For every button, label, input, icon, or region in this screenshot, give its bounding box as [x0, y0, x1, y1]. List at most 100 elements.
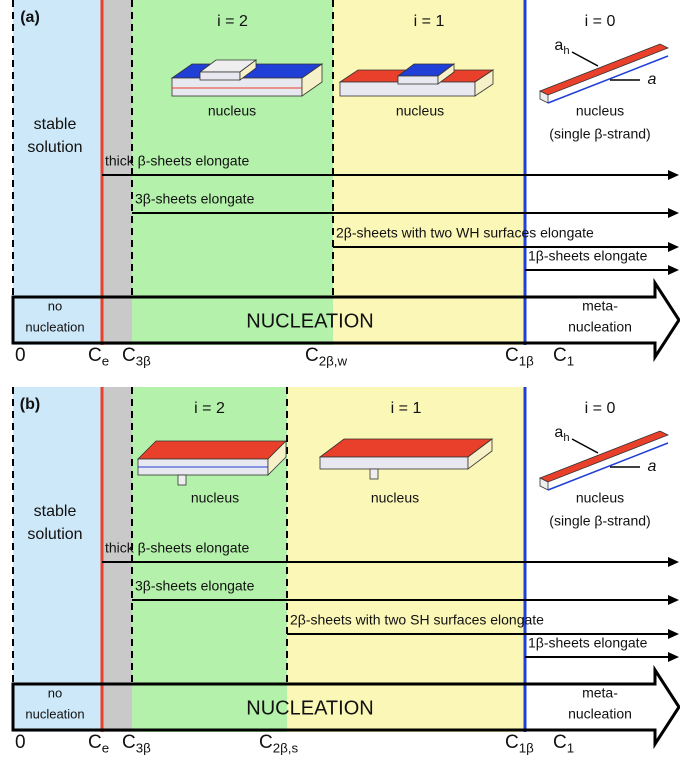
pointer	[572, 439, 598, 453]
label-sub: 2β,s	[273, 740, 299, 755]
region	[102, 0, 132, 345]
strand-label: a	[648, 71, 657, 88]
label-main: C	[88, 345, 102, 366]
label: nucleus	[396, 103, 444, 119]
label: nucleation	[25, 319, 84, 334]
page: (a)i = 2i = 1i = 0ahanucleusnucleusnucle…	[0, 0, 680, 769]
slab-top	[138, 441, 286, 459]
label-main: C	[122, 732, 136, 753]
subscript-label: C2β,s	[259, 732, 298, 755]
label-main: C	[553, 732, 567, 753]
label: (a)	[20, 9, 40, 26]
label: thick β-sheets elongate	[105, 540, 249, 556]
subscript-label: C3β	[122, 732, 151, 755]
label-main: C	[553, 345, 567, 366]
subscript-label: ah	[554, 424, 569, 444]
label-main: 0	[15, 732, 26, 753]
label: nucleus	[576, 103, 624, 119]
label-main: C	[505, 732, 519, 753]
label: no	[48, 298, 62, 313]
label: nucleation	[568, 706, 632, 722]
region	[132, 387, 287, 732]
label: NUCLEATION	[246, 310, 373, 332]
label: stable	[34, 503, 77, 520]
label-sub: 1	[567, 740, 574, 755]
region	[333, 0, 525, 345]
label: (b)	[20, 396, 40, 413]
label: i = 1	[414, 13, 445, 30]
label-main: C	[305, 345, 319, 366]
ridge	[178, 475, 186, 485]
arrow-head	[668, 595, 679, 605]
region	[102, 387, 132, 732]
label: (single β-strand)	[549, 126, 650, 142]
label: nucleus	[371, 490, 419, 506]
label: nucleation	[568, 319, 632, 335]
label-main: C	[122, 345, 136, 366]
slab-front	[172, 78, 302, 96]
slab-top	[320, 439, 492, 457]
arrow-head	[668, 242, 679, 252]
subscript-label: C1β	[505, 732, 534, 755]
subscript-label: Ce	[88, 732, 109, 755]
label-sub: h	[563, 45, 569, 57]
subscript-label: 0	[15, 732, 26, 753]
label: 3β-sheets elongate	[135, 191, 255, 207]
label: stable	[34, 116, 77, 133]
label-main: C	[505, 345, 519, 366]
label: nucleus	[208, 103, 256, 119]
region	[132, 0, 333, 345]
label: 1β-sheets elongate	[528, 635, 648, 651]
slab-front	[320, 457, 468, 469]
label: 1β-sheets elongate	[528, 248, 648, 264]
label-main: C	[88, 732, 102, 753]
label: i = 0	[585, 13, 616, 30]
label: no	[48, 685, 62, 700]
slab-front	[398, 76, 438, 84]
label-main: a	[554, 37, 563, 54]
label: nucleus	[576, 490, 624, 506]
ridge	[370, 469, 378, 479]
label-sub: 1β	[519, 353, 534, 368]
label-sub: 1	[567, 353, 574, 368]
label: 3β-sheets elongate	[135, 578, 255, 594]
label: i = 2	[194, 400, 225, 417]
label: solution	[27, 139, 82, 156]
label-sub: 3β	[136, 740, 151, 755]
region	[13, 387, 102, 732]
label-sub: e	[102, 353, 109, 368]
label: NUCLEATION	[246, 697, 373, 719]
arrow-head	[668, 265, 679, 275]
label-sub: e	[102, 740, 109, 755]
arrow-head	[668, 170, 679, 180]
strand-label: a	[648, 458, 657, 475]
label-sub: 1β	[519, 740, 534, 755]
label-sub: 2β,w	[319, 353, 348, 368]
label: meta-	[582, 298, 618, 314]
label: nucleus	[191, 490, 239, 506]
label: nucleation	[25, 706, 84, 721]
subscript-label: ah	[554, 37, 569, 57]
arrow-head	[668, 208, 679, 218]
label-main: 0	[15, 345, 26, 366]
subscript-label: 0	[15, 345, 26, 366]
label: thick β-sheets elongate	[105, 153, 249, 169]
subscript-label: C1	[553, 345, 574, 368]
arrow-head	[668, 629, 679, 639]
label: i = 2	[217, 13, 248, 30]
label: i = 0	[585, 400, 616, 417]
region	[13, 0, 102, 345]
subscript-label: C3β	[122, 345, 151, 368]
label: meta-	[582, 685, 618, 701]
arrow-head	[668, 557, 679, 567]
label-main: C	[259, 732, 273, 753]
subscript-label: Ce	[88, 345, 109, 368]
label-main: a	[554, 424, 563, 441]
subscript-label: C1β	[505, 345, 534, 368]
label: (single β-strand)	[549, 513, 650, 529]
label: i = 1	[391, 400, 422, 417]
subscript-label: C1	[553, 732, 574, 755]
label-sub: 3β	[136, 353, 151, 368]
slab-front	[200, 72, 240, 80]
arrow-head	[668, 652, 679, 662]
